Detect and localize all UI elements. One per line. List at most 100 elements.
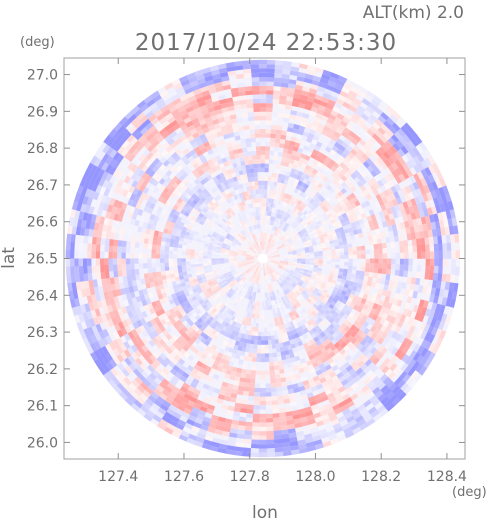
radar-cell [185, 389, 194, 397]
radar-cell [256, 270, 259, 275]
radar-cell [220, 235, 226, 240]
radar-cell [272, 413, 280, 418]
radar-cell [227, 159, 233, 166]
radar-cell [283, 179, 289, 185]
radar-cell [403, 315, 411, 324]
radar-cell [160, 253, 165, 259]
radar-cell [190, 249, 195, 253]
radar-cell [291, 223, 296, 228]
radar-cell [397, 148, 406, 158]
radar-cell [191, 406, 200, 414]
radar-cell [226, 219, 232, 225]
radar-cell [245, 260, 251, 263]
radar-cell [376, 323, 384, 331]
radar-cell [322, 193, 329, 200]
radar-cell [379, 191, 386, 200]
radar-cell [280, 429, 289, 435]
radar-cell [168, 225, 174, 231]
radar-cell [205, 330, 212, 337]
radar-cell [278, 264, 283, 268]
radar-cell [227, 272, 233, 276]
radar-cell [225, 369, 232, 375]
radar-cell [252, 94, 260, 99]
radar-cell [176, 295, 183, 301]
radar-cell [117, 187, 125, 196]
radar-cell [193, 291, 199, 296]
radar-cell [203, 280, 208, 285]
radar-cell [214, 309, 220, 316]
radar-cell [378, 263, 383, 269]
radar-cell [306, 151, 313, 157]
radar-cell [309, 193, 315, 199]
radar-cell [181, 251, 186, 256]
radar-cell [265, 271, 268, 276]
radar-cell [176, 191, 183, 198]
radar-cell [279, 235, 283, 240]
radar-cell [387, 172, 395, 181]
radar-cell [282, 152, 288, 158]
radar-cell [321, 96, 330, 104]
radar-cell [430, 221, 437, 230]
radar-cell [207, 279, 212, 284]
radar-cell [231, 366, 238, 372]
radar-cell [242, 250, 247, 253]
radar-cell [305, 207, 311, 213]
radar-cell [269, 233, 272, 239]
radar-cell [229, 324, 235, 331]
radar-cell [183, 274, 189, 279]
radar-cell [374, 258, 379, 264]
radar-cell [288, 257, 293, 259]
radar-cell [262, 267, 263, 272]
radar-cell [174, 239, 179, 245]
radar-cell [279, 262, 284, 264]
radar-cell [429, 265, 435, 274]
radar-cell [148, 272, 153, 278]
radar-cell [138, 177, 146, 185]
radar-cell [259, 405, 266, 410]
radar-cell [273, 426, 281, 431]
radar-cell [288, 209, 293, 215]
radar-cell [320, 239, 326, 244]
radar-cell [168, 344, 176, 352]
radar-cell [392, 229, 399, 237]
radar-cell [232, 96, 240, 102]
radar-cell [294, 355, 301, 362]
radar-cell [221, 196, 227, 202]
radar-cell [104, 312, 112, 321]
radar-cell [236, 350, 242, 356]
radar-cell [326, 132, 334, 139]
radar-cell [115, 301, 122, 310]
radar-cell [302, 229, 307, 234]
radar-cell [164, 254, 169, 259]
radar-cell [382, 319, 390, 328]
radar-cell [116, 154, 125, 163]
radar-cell [289, 241, 294, 246]
radar-cell [199, 204, 205, 211]
radar-cell [375, 149, 384, 158]
radar-cell [189, 138, 197, 146]
radar-cell [316, 349, 323, 356]
radar-cell [298, 412, 307, 419]
radar-cell [426, 222, 432, 231]
radar-cell [256, 261, 260, 265]
radar-cell [144, 233, 150, 240]
radar-cell [300, 117, 309, 124]
radar-cell [221, 279, 227, 284]
radar-cell [130, 164, 139, 173]
radar-cell [344, 354, 352, 362]
radar-cell [365, 351, 374, 360]
radar-cell [270, 273, 274, 278]
radar-cell [303, 205, 309, 211]
radar-cell [377, 330, 384, 338]
radar-cell [241, 277, 246, 281]
radar-cell [212, 209, 218, 215]
radar-cell [241, 230, 245, 236]
radar-cell [205, 186, 212, 192]
radar-cell [172, 347, 180, 355]
radar-cell [255, 253, 260, 257]
radar-cell [372, 218, 378, 225]
radar-cell [241, 178, 246, 184]
radar-cell [255, 305, 258, 310]
radar-cell [321, 212, 328, 218]
radar-cell [319, 301, 326, 307]
